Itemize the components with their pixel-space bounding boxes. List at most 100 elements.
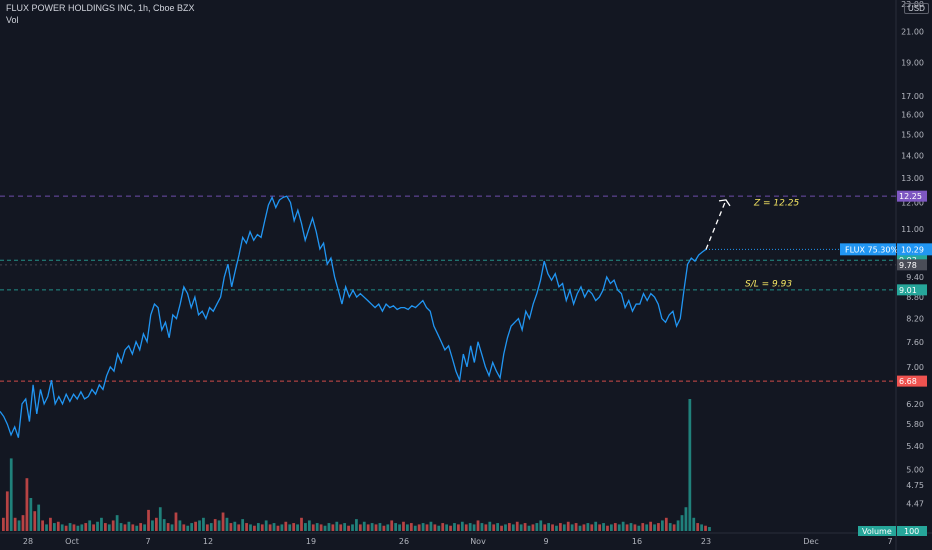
volume-bar [96, 521, 99, 531]
volume-bars [2, 399, 711, 531]
volume-bar [433, 524, 437, 531]
volume-bar [331, 524, 335, 531]
volume-bar [123, 524, 127, 531]
volume-bar [425, 524, 429, 531]
volume-bar [641, 523, 645, 531]
volume-bar [190, 523, 194, 531]
volume-bar [692, 517, 696, 531]
volume-bar [409, 523, 413, 531]
y-tick-label: 16.00 [901, 111, 924, 120]
level-tag-label: 9.78 [899, 261, 917, 270]
volume-bar [209, 523, 213, 531]
volume-bar [613, 523, 617, 531]
volume-bar [657, 523, 660, 531]
level-tag-bg [897, 284, 927, 296]
volume-bar [617, 524, 621, 531]
volume-bar [100, 517, 103, 531]
volume-bar [264, 520, 268, 531]
x-tick-label: 28 [23, 537, 33, 546]
volume-bar [9, 458, 13, 531]
volume-bar [696, 523, 700, 531]
volume-bar [500, 525, 503, 531]
y-tick-label: 5.80 [906, 420, 924, 429]
y-tick-label: 14.00 [901, 151, 924, 160]
volume-bar [429, 521, 433, 531]
volume-bar [45, 524, 48, 531]
volume-bar [661, 520, 664, 531]
volume-bar [174, 512, 178, 531]
volume-badge-name-bg [858, 526, 896, 536]
volume-bar [147, 509, 150, 531]
horizontal-levels [0, 195, 896, 382]
volume-bar [621, 521, 625, 531]
volume-bar [111, 520, 115, 531]
volume-badge-value: 100 [904, 527, 919, 536]
volume-bar [292, 523, 296, 531]
volume-bar [676, 520, 680, 531]
volume-bar [535, 523, 539, 531]
last-price-value: 10.29 [901, 245, 924, 254]
volume-bar [119, 523, 123, 531]
volume-bar [390, 520, 394, 531]
volume-bar [366, 524, 370, 531]
volume-bar [445, 524, 449, 531]
volume-bar [496, 523, 499, 531]
volume-bar [508, 523, 511, 531]
volume-bar [347, 525, 350, 531]
price-axis-bg [896, 0, 932, 550]
volume-bar [21, 515, 25, 531]
volume-bar [107, 524, 111, 531]
volume-bar [441, 523, 445, 531]
volume-bar [511, 524, 515, 531]
volume-bar [570, 524, 574, 531]
volume-bar [29, 498, 33, 531]
volume-bar [460, 521, 464, 531]
volume-bar [602, 523, 605, 531]
volume-bar [162, 519, 166, 531]
volume-bar [417, 524, 421, 531]
volume-bar [633, 524, 637, 531]
y-tick-label: 11.00 [901, 225, 924, 234]
volume-bar [260, 524, 264, 531]
volume-bar [280, 524, 284, 531]
volume-bar [645, 524, 649, 531]
volume-bar [515, 521, 519, 531]
volume-bar [88, 520, 92, 531]
x-tick-label: Dec [803, 537, 818, 546]
volume-bar [221, 512, 225, 531]
currency-badge[interactable]: USD [904, 3, 929, 14]
volume-bar [319, 524, 323, 531]
volume-bar [178, 520, 182, 531]
volume-bar [386, 524, 390, 531]
volume-bar [355, 519, 358, 531]
volume-bar [449, 525, 452, 531]
volume-bar [606, 525, 609, 531]
volume-bar [13, 517, 17, 531]
volume-bar [115, 515, 119, 531]
volume-bar [559, 523, 562, 531]
y-tick-label: 15.00 [901, 130, 924, 139]
volume-bar [582, 524, 586, 531]
volume-bar [680, 515, 684, 531]
volume-bar [625, 524, 629, 531]
volume-bar [590, 524, 594, 531]
volume-bar [186, 525, 190, 531]
volume-bar [253, 525, 256, 531]
volume-bar [307, 520, 311, 531]
volume-bar [205, 524, 209, 531]
y-tick-label: 23.00 [901, 0, 924, 9]
x-tick-label: Oct [65, 537, 79, 546]
volume-bar [394, 523, 398, 531]
volume-bar [158, 507, 162, 531]
volume-bar [56, 521, 60, 531]
volume-bar [284, 521, 288, 531]
volume-bar [335, 521, 339, 531]
volume-bar [539, 520, 543, 531]
level-tag-label: 12.25 [899, 192, 922, 201]
volume-bar [131, 524, 135, 531]
x-tick-label: 26 [399, 537, 409, 546]
projection-arrowhead [718, 199, 731, 207]
volume-bar [339, 524, 343, 531]
